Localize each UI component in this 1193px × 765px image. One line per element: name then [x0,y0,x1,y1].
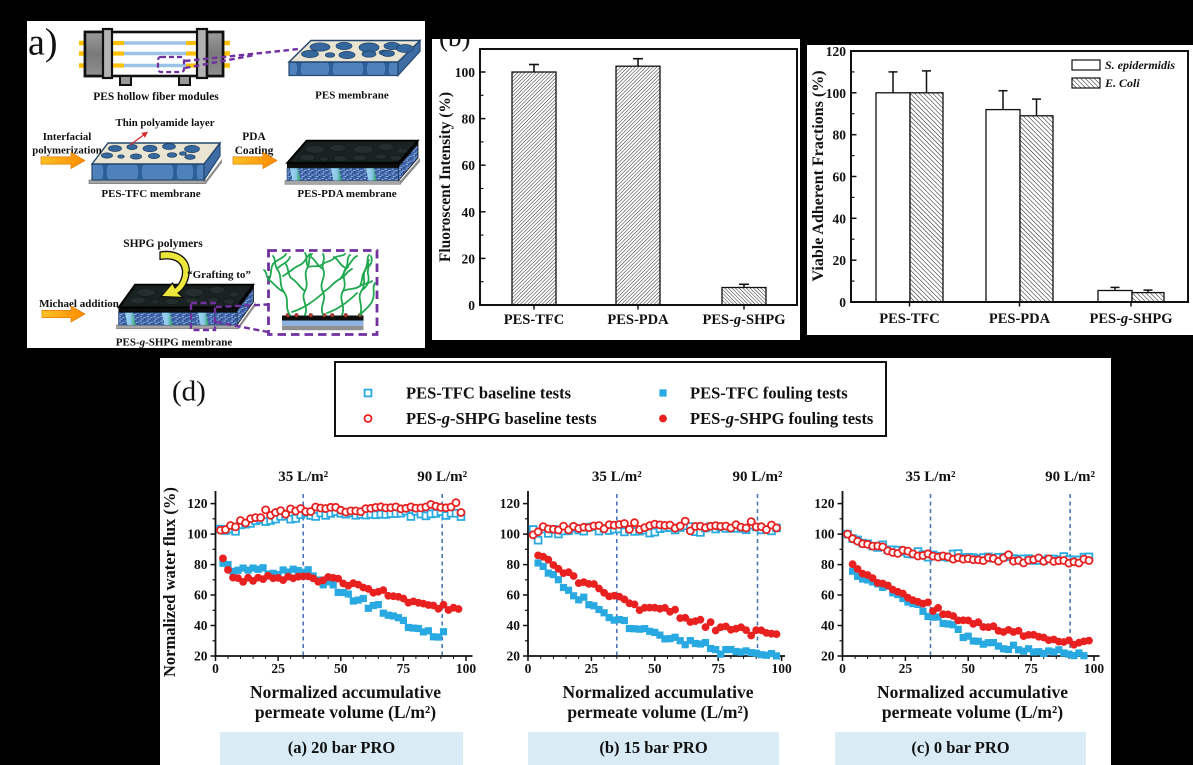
svg-text:60: 60 [821,588,835,603]
svg-text:100: 100 [500,527,521,542]
svg-text:60: 60 [462,158,476,173]
svg-text:80: 80 [194,557,208,572]
svg-text:PES-g-SHPG membrane: PES-g-SHPG membrane [116,337,233,349]
svg-text:PES-TFC fouling tests: PES-TFC fouling tests [690,384,848,403]
svg-text:SHPG polymers: SHPG polymers [123,238,203,250]
svg-text:100: 100 [826,86,847,101]
svg-text:50: 50 [648,661,662,676]
svg-text:Normalized accumulative: Normalized accumulative [877,682,1068,702]
svg-text:20: 20 [507,649,521,664]
svg-text:20: 20 [194,649,208,664]
svg-text:80: 80 [821,557,835,572]
svg-text:(b): (b) [439,39,470,52]
svg-text:50: 50 [961,661,975,676]
svg-text:0: 0 [839,295,846,310]
svg-text:120: 120 [826,45,847,59]
svg-text:90 L/m²: 90 L/m² [1045,469,1095,485]
svg-text:E. Coli: E. Coli [1104,76,1140,90]
svg-text:100: 100 [814,527,835,542]
svg-text:25: 25 [585,661,599,676]
svg-text:0: 0 [525,661,532,676]
svg-text:PES membrane: PES membrane [315,90,389,102]
svg-text:40: 40 [821,618,835,633]
svg-text:PES-TFC baseline tests: PES-TFC baseline tests [406,384,572,403]
svg-text:120: 120 [187,496,208,511]
svg-text:permeate volume (L/m²): permeate volume (L/m²) [882,702,1063,722]
svg-text:Viable Adherent Fractions (%): Viable Adherent Fractions (%) [810,70,827,281]
svg-text:50: 50 [334,661,348,676]
svg-text:35 L/m²: 35 L/m² [592,469,642,485]
svg-text:Michael addition: Michael addition [39,298,119,310]
svg-text:“Grafting to”: “Grafting to” [187,269,251,281]
svg-text:PES-TFC: PES-TFC [504,312,564,328]
svg-text:a): a) [28,22,58,64]
svg-text:80: 80 [462,112,476,127]
svg-text:0: 0 [212,661,219,676]
svg-text:polymerization: polymerization [32,145,102,157]
svg-text:60: 60 [194,588,208,603]
svg-text:90 L/m²: 90 L/m² [417,469,467,485]
svg-text:(c) 0 bar PRO: (c) 0 bar PRO [911,738,1009,757]
svg-text:40: 40 [194,618,208,633]
svg-text:40: 40 [507,618,521,633]
svg-text:120: 120 [500,496,521,511]
svg-text:100: 100 [455,65,476,80]
svg-text:80: 80 [507,557,521,572]
svg-text:100: 100 [771,661,792,676]
svg-text:60: 60 [507,588,521,603]
svg-text:25: 25 [271,661,285,676]
svg-text:Fluoroscent Intensity (%): Fluoroscent Intensity (%) [437,92,454,262]
svg-text:90 L/m²: 90 L/m² [733,469,783,485]
svg-text:PES-g-SHPG: PES-g-SHPG [703,312,786,328]
svg-text:60: 60 [833,170,847,185]
svg-text:35 L/m²: 35 L/m² [906,469,956,485]
svg-text:Normalized water flux (%): Normalized water flux (%) [160,487,179,677]
svg-text:0: 0 [468,298,475,313]
svg-text:Normalized accumulative: Normalized accumulative [250,682,441,702]
svg-text:PES hollow fiber modules: PES hollow fiber modules [93,91,219,103]
svg-text:PES-PDA: PES-PDA [989,311,1051,327]
svg-text:100: 100 [1084,661,1105,676]
svg-text:40: 40 [833,211,847,226]
svg-text:permeate volume (L/m²): permeate volume (L/m²) [567,702,748,722]
svg-text:Thin polyamide layer: Thin polyamide layer [116,117,215,129]
svg-text:PES-g-SHPG fouling tests: PES-g-SHPG fouling tests [690,409,874,428]
svg-text:PES-PDA: PES-PDA [607,312,669,328]
svg-text:80: 80 [833,128,847,143]
svg-text:PES-PDA membrane: PES-PDA membrane [297,188,396,200]
svg-text:75: 75 [1024,661,1038,676]
svg-text:40: 40 [462,205,476,220]
svg-text:(a) 20 bar PRO: (a) 20 bar PRO [288,738,396,757]
svg-text:PES-g-SHPG baseline tests: PES-g-SHPG baseline tests [406,409,597,428]
svg-text:120: 120 [814,496,835,511]
svg-text:Interfacial: Interfacial [43,131,92,143]
svg-text:S. epidermidis: S. epidermidis [1105,58,1175,72]
svg-text:100: 100 [187,527,208,542]
svg-text:75: 75 [711,661,725,676]
svg-text:0: 0 [839,661,846,676]
svg-text:permeate volume (L/m²): permeate volume (L/m²) [255,702,436,722]
svg-text:75: 75 [397,661,411,676]
svg-text:20: 20 [833,253,847,268]
svg-text:20: 20 [462,251,476,266]
svg-text:Normalized accumulative: Normalized accumulative [563,682,754,702]
svg-text:(b) 15 bar PRO: (b) 15 bar PRO [599,738,707,757]
svg-text:PES-TFC membrane: PES-TFC membrane [101,188,200,200]
svg-text:PES-TFC: PES-TFC [879,311,939,327]
svg-text:PDA: PDA [242,131,266,143]
svg-text:25: 25 [899,661,913,676]
svg-text:35 L/m²: 35 L/m² [278,469,328,485]
svg-text:100: 100 [456,661,477,676]
svg-text:(d): (d) [172,376,206,408]
svg-text:PES-g-SHPG: PES-g-SHPG [1090,311,1173,327]
svg-text:20: 20 [821,649,835,664]
